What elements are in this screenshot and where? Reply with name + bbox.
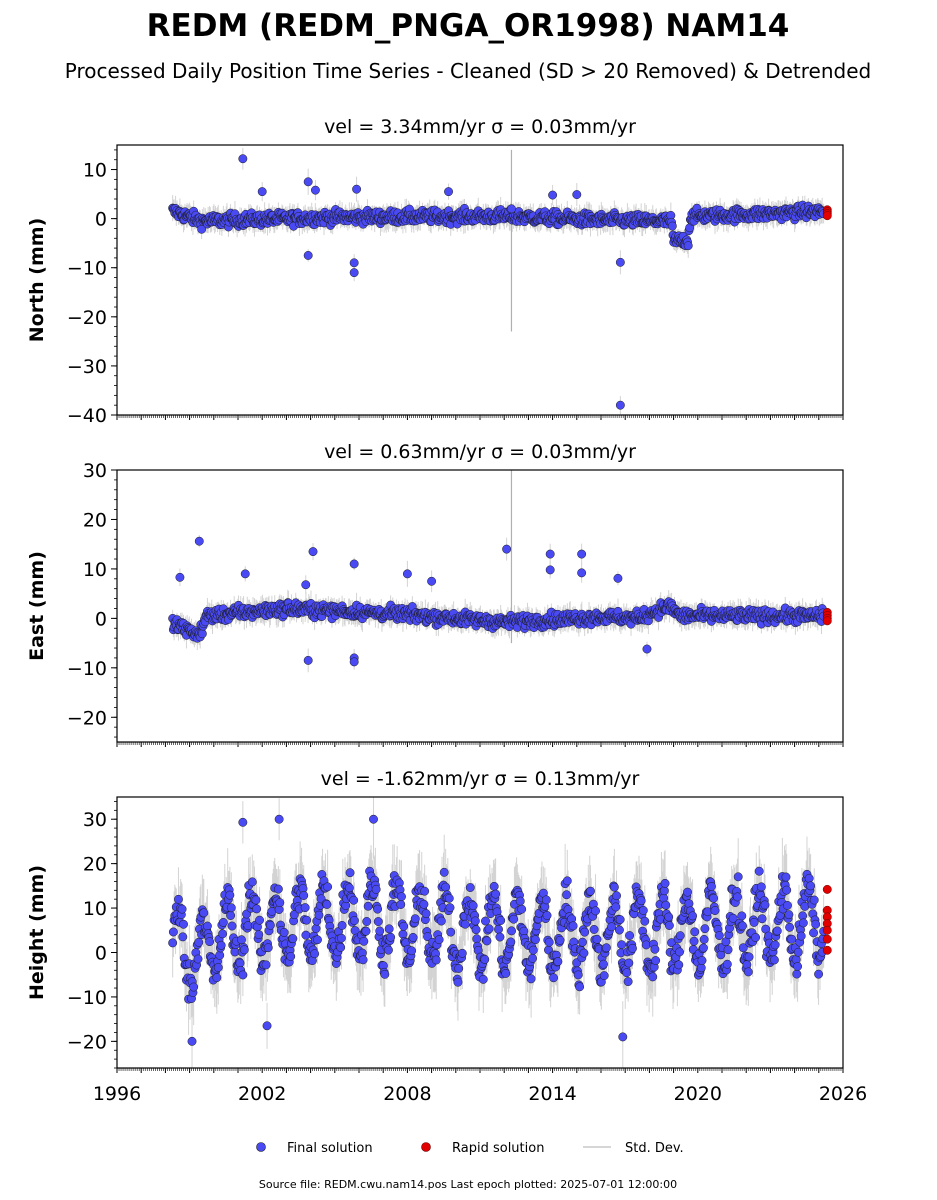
- final-point: [303, 251, 313, 260]
- y-tick-label: −10: [67, 658, 107, 680]
- final-point: [667, 221, 677, 231]
- final-point: [613, 573, 623, 583]
- rapid-solution-points: [822, 607, 832, 626]
- x-ticks: [116, 415, 844, 420]
- final-point: [427, 576, 437, 586]
- final-point: [308, 547, 318, 557]
- y-axis-label: Height (mm): [26, 865, 48, 1000]
- final-point: [349, 268, 359, 278]
- plot-area: [168, 797, 832, 1068]
- panel-2: vel = 0.63mm/yr σ = 0.03mm/yr East (mm) 30…: [26, 441, 844, 747]
- final-point: [545, 565, 555, 575]
- rapid-point: [822, 616, 832, 626]
- final-point: [545, 549, 555, 559]
- final-point: [507, 204, 516, 214]
- y-tick-label: 10: [83, 160, 107, 182]
- y-tick-label: 10: [83, 559, 107, 581]
- final-point: [402, 569, 412, 579]
- x-ticks: [116, 742, 844, 747]
- final-point: [175, 572, 185, 582]
- final-point: [444, 187, 453, 197]
- panel-3: vel = -1.62mm/yr σ = 0.13mm/yr Height (mm…: [26, 768, 867, 1105]
- final-point: [683, 241, 693, 251]
- plot-area: [168, 147, 832, 415]
- final-point: [548, 190, 558, 200]
- final-point: [310, 185, 320, 195]
- y-tick-label: −30: [67, 356, 107, 378]
- panel-title: vel = -1.62mm/yr σ = 0.13mm/yr: [321, 768, 640, 790]
- y-tick-label: −20: [67, 307, 107, 329]
- y-tick-label: 20: [83, 509, 107, 531]
- y-tick-label: 0: [95, 209, 107, 231]
- y-tick-label: −10: [67, 258, 107, 280]
- final-point: [301, 580, 311, 590]
- final-solution-points: [168, 154, 829, 410]
- y-tick-label: 30: [83, 460, 107, 482]
- final-point: [303, 177, 313, 187]
- y-tick-label: −20: [67, 707, 107, 729]
- panel-title: vel = 0.63mm/yr σ = 0.03mm/yr: [324, 441, 636, 463]
- final-point: [642, 644, 652, 654]
- panels: vel = 3.34mm/yr σ = 0.03mm/yr North (mm) 1…: [26, 116, 867, 1105]
- final-point: [240, 569, 250, 579]
- y-axis-label: North (mm): [26, 218, 48, 343]
- final-point: [238, 154, 248, 164]
- final-point: [303, 655, 313, 665]
- y-ticks: 30 20 10 0 −10 −20: [67, 460, 117, 738]
- y-ticks: 10 0 −10 −20 −30 −40: [67, 149, 117, 427]
- final-point: [349, 258, 359, 268]
- y-axis-label: East (mm): [26, 551, 48, 661]
- y-tick-label: 0: [95, 608, 107, 630]
- final-solution-points: [168, 536, 829, 667]
- rapid-solution-points: [822, 205, 832, 221]
- rapid-point: [822, 211, 832, 221]
- axes-frame: [116, 144, 844, 416]
- final-point: [577, 549, 587, 559]
- final-point: [349, 657, 359, 667]
- figure-title: REDM (REDM_PNGA_OR1998) NAM14: [147, 8, 790, 44]
- final-point: [197, 629, 207, 639]
- final-point: [352, 184, 362, 194]
- final-point: [572, 190, 582, 200]
- final-point: [194, 536, 204, 546]
- panel-title: vel = 3.34mm/yr σ = 0.03mm/yr: [324, 116, 636, 138]
- final-point: [615, 257, 625, 267]
- plot-area: [168, 470, 832, 673]
- y-tick-label: −40: [67, 405, 107, 427]
- final-point: [349, 559, 359, 569]
- panel-1: vel = 3.34mm/yr σ = 0.03mm/yr North (mm) 1…: [26, 116, 844, 427]
- final-point: [577, 568, 587, 578]
- final-point: [502, 544, 512, 554]
- final-point: [257, 187, 267, 197]
- figure-subtitle: Processed Daily Position Time Series - C…: [65, 59, 871, 83]
- stddev-bars: [172, 147, 825, 415]
- final-point: [615, 400, 625, 410]
